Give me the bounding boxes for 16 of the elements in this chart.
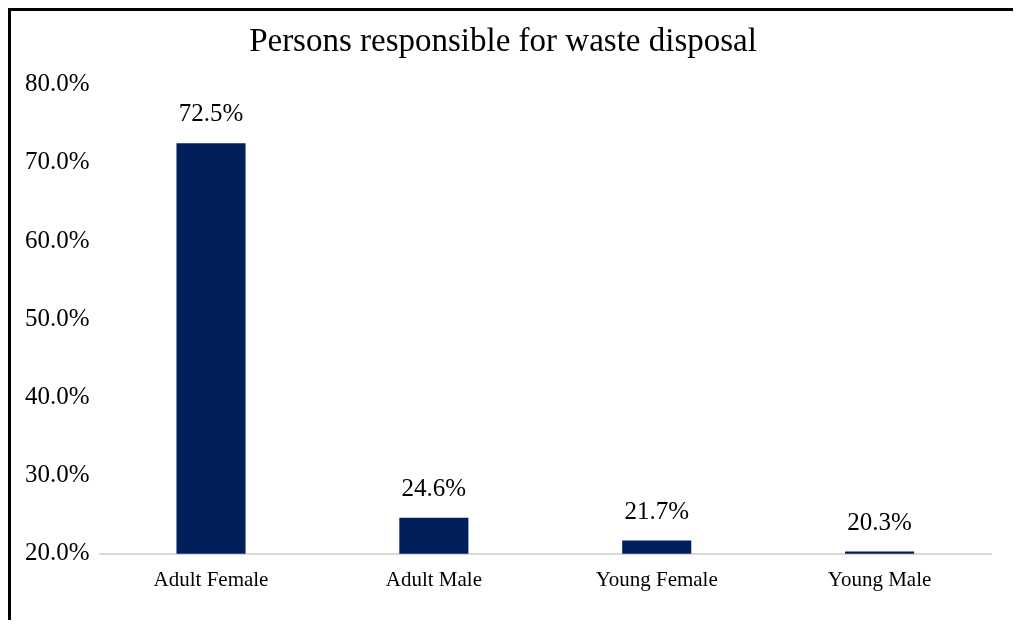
y-tick-label: 80.0% (25, 69, 90, 97)
y-tick-label: 40.0% (25, 381, 90, 409)
x-tick-label: Young Female (595, 566, 718, 591)
y-tick-label: 50.0% (25, 303, 90, 331)
data-label: 72.5% (178, 99, 244, 127)
chart-title: Persons responsible for waste disposal (249, 22, 757, 59)
y-tick-label: 30.0% (25, 460, 90, 488)
data-label: 24.6% (401, 473, 467, 501)
x-tick-label: Adult Male (385, 566, 482, 591)
y-tick-label: 60.0% (25, 225, 90, 253)
y-tick-label: 20.0% (25, 538, 90, 566)
y-tick-label: 70.0% (25, 147, 90, 175)
data-label: 21.7% (624, 496, 689, 524)
data-label: 20.3% (847, 507, 912, 535)
x-tick-label: Young Male (827, 566, 932, 591)
x-tick-label: Adult Female (153, 566, 269, 591)
